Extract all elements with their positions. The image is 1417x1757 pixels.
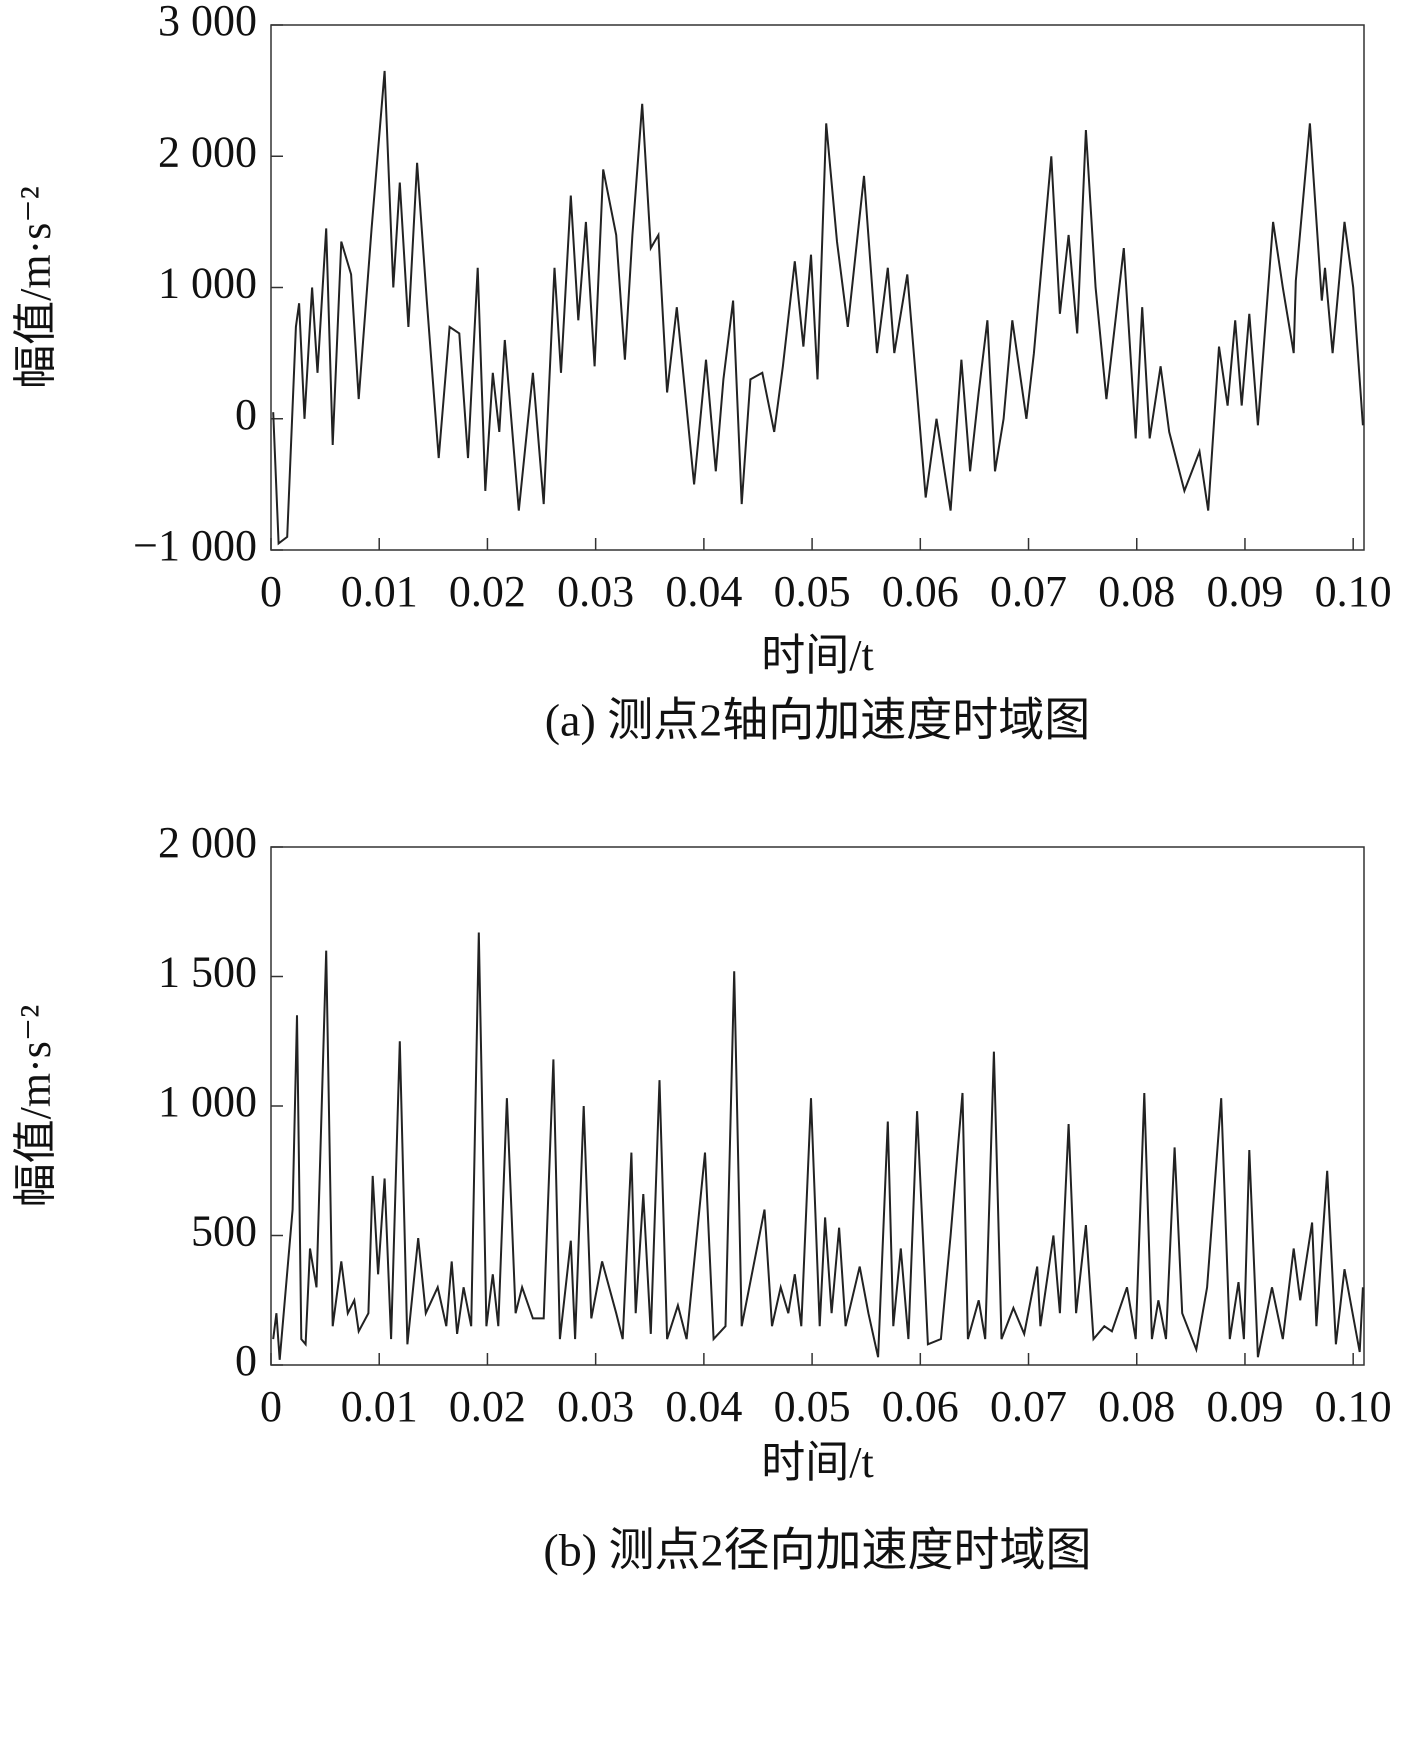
x-tick-label: 0.02 (449, 567, 526, 616)
y-tick-label: 1 000 (158, 1077, 257, 1126)
x-tick-label: 0 (260, 567, 282, 616)
x-tick-label: 0.07 (990, 567, 1067, 616)
y-tick-label: 0 (235, 1336, 257, 1385)
x-tick-label: 0.01 (341, 567, 418, 616)
caption: (b) 测点2径向加速度时域图 (543, 1525, 1091, 1576)
x-tick-label: 0 (260, 1382, 282, 1431)
x-tick-label: 0.09 (1206, 567, 1283, 616)
x-tick-label: 0.03 (557, 1382, 634, 1431)
y-tick-label: 2 000 (158, 818, 257, 867)
x-tick-label: 0.10 (1315, 567, 1392, 616)
x-tick-label: 0.05 (774, 1382, 851, 1431)
y-tick-label: 2 000 (158, 127, 257, 176)
x-tick-label: 0.10 (1315, 1382, 1392, 1431)
plot-frame (270, 24, 1365, 551)
x-tick-label: 0.02 (449, 1382, 526, 1431)
y-tick-label: 1 500 (158, 948, 257, 997)
data-line (272, 932, 1364, 1360)
x-tick-label: 0.01 (341, 1382, 418, 1431)
y-tick-label: 500 (191, 1207, 257, 1256)
y-axis-label: 幅值/m·s⁻² (11, 1005, 60, 1208)
x-tick-label: 0.08 (1098, 1382, 1175, 1431)
y-tick-label: 1 000 (158, 259, 257, 308)
x-tick-label: 0.04 (665, 1382, 742, 1431)
x-tick-label: 0.06 (882, 567, 959, 616)
x-axis-label: 时间/t (761, 631, 873, 680)
y-tick-label: 0 (235, 390, 257, 439)
x-tick-label: 0.08 (1098, 567, 1175, 616)
y-tick-label: 3 000 (158, 0, 257, 45)
y-axis-label: 幅值/m·s⁻² (11, 186, 60, 389)
x-tick-label: 0.06 (882, 1382, 959, 1431)
x-axis-label: 时间/t (761, 1438, 873, 1487)
x-tick-label: 0.07 (990, 1382, 1067, 1431)
x-tick-label: 0.05 (774, 567, 851, 616)
data-line (272, 70, 1364, 546)
y-tick-label: −1 000 (133, 521, 257, 570)
x-tick-label: 0.09 (1206, 1382, 1283, 1431)
x-tick-label: 0.04 (665, 567, 742, 616)
x-tick-label: 0.03 (557, 567, 634, 616)
caption: (a) 测点2轴向加速度时域图 (545, 695, 1091, 746)
